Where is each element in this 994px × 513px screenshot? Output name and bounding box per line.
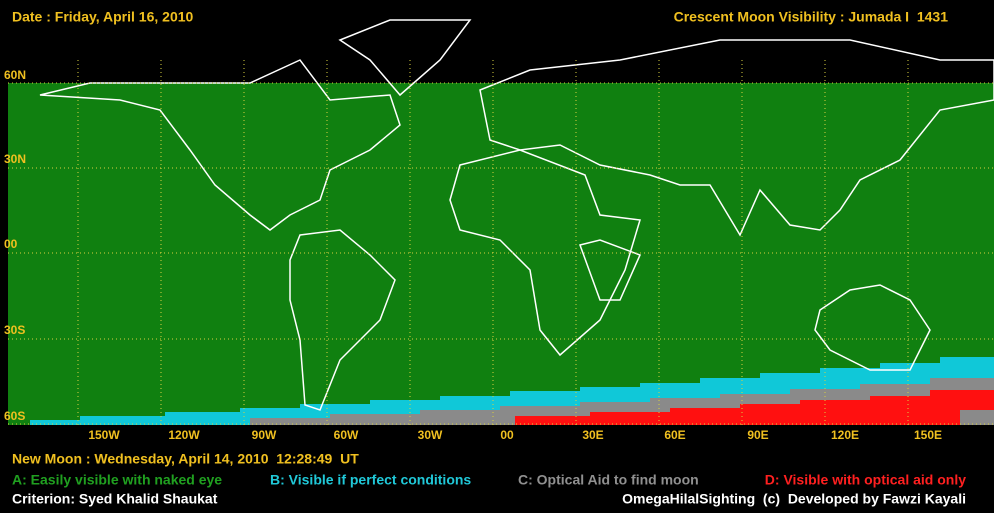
lat-label: 00 <box>4 237 18 251</box>
lon-label: 30W <box>418 428 443 442</box>
lat-label: 60N <box>4 68 26 82</box>
lon-label: 60W <box>334 428 359 442</box>
footer-background <box>0 425 994 513</box>
lat-label: 30S <box>4 323 25 337</box>
lon-label: 90W <box>252 428 277 442</box>
lon-label: 60E <box>664 428 685 442</box>
lon-label: 90E <box>747 428 768 442</box>
lon-label: 150E <box>914 428 942 442</box>
date: Date : Friday, April 16, 2010 <box>12 9 194 25</box>
title: Crescent Moon Visibility : Jumada I 1431 <box>674 9 949 25</box>
credit: OmegaHilalSighting (c) Developed by Fawz… <box>622 491 966 507</box>
criterion: Criterion: Syed Khalid Shaukat <box>12 491 218 507</box>
coastlines <box>39 19 994 411</box>
legend-c: C: Optical Aid to find moon <box>518 472 699 488</box>
lon-label: 00 <box>500 428 514 442</box>
legend-b: B: Visible if perfect conditions <box>270 472 471 488</box>
zone-d <box>515 390 994 425</box>
legend-a: A: Easily visible with naked eye <box>12 472 222 488</box>
lon-label: 120W <box>168 428 200 442</box>
lat-label: 60S <box>4 409 25 423</box>
lon-label: 150W <box>88 428 120 442</box>
legend-d: D: Visible with optical aid only <box>765 472 966 488</box>
lon-label: 30E <box>582 428 603 442</box>
lon-label: 120E <box>831 428 859 442</box>
lat-label: 30N <box>4 152 26 166</box>
new-moon: New Moon : Wednesday, April 14, 2010 12:… <box>12 451 359 467</box>
graticule <box>8 60 994 425</box>
